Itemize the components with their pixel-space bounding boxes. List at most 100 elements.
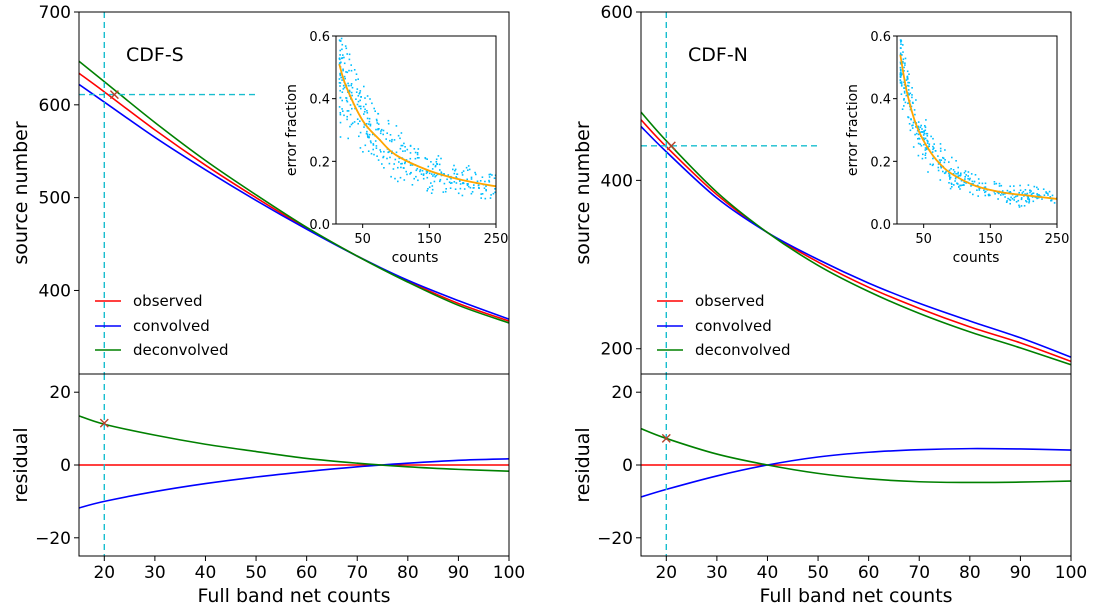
scatter-point bbox=[922, 153, 924, 156]
x-tick-label: 100 bbox=[1055, 563, 1087, 583]
scatter-point bbox=[382, 156, 384, 159]
scatter-point bbox=[1010, 196, 1012, 199]
x-tick-label: 40 bbox=[757, 563, 779, 583]
scatter-point bbox=[357, 78, 359, 80]
scatter-point bbox=[900, 47, 902, 49]
scatter-point bbox=[911, 94, 913, 96]
scatter-point bbox=[400, 144, 403, 147]
scatter-point bbox=[432, 175, 434, 177]
scatter-point bbox=[389, 156, 391, 159]
scatter-point bbox=[489, 197, 492, 199]
scatter-point bbox=[346, 110, 349, 112]
scatter-point bbox=[926, 132, 929, 135]
scatter-point bbox=[1015, 201, 1018, 203]
y-axis-label: source number bbox=[10, 121, 32, 264]
scatter-point bbox=[900, 93, 903, 95]
scatter-point bbox=[970, 173, 973, 175]
scatter-point bbox=[1009, 185, 1011, 188]
scatter-point bbox=[431, 185, 434, 187]
scatter-point bbox=[416, 157, 419, 159]
scatter-point bbox=[434, 165, 437, 168]
scatter-point bbox=[939, 150, 942, 152]
scatter-point bbox=[386, 157, 388, 160]
scatter-point bbox=[339, 97, 342, 99]
scatter-point bbox=[964, 178, 966, 180]
scatter-point bbox=[470, 178, 473, 180]
scatter-point bbox=[923, 132, 926, 135]
scatter-point bbox=[434, 164, 437, 167]
scatter-point bbox=[366, 117, 369, 120]
scatter-point bbox=[387, 122, 390, 125]
scatter-point bbox=[425, 170, 428, 172]
scatter-point bbox=[960, 172, 962, 175]
scatter-point bbox=[427, 188, 429, 190]
scatter-point bbox=[422, 174, 425, 176]
scatter-point bbox=[380, 128, 383, 131]
scatter-point bbox=[944, 172, 947, 174]
scatter-point bbox=[942, 156, 944, 159]
scatter-point bbox=[924, 152, 927, 155]
scatter-point bbox=[355, 73, 358, 75]
scatter-point bbox=[473, 184, 475, 186]
scatter-point bbox=[422, 173, 425, 175]
scatter-point bbox=[466, 178, 468, 181]
scatter-point bbox=[923, 130, 925, 132]
scatter-point bbox=[392, 168, 395, 170]
scatter-point bbox=[1005, 201, 1008, 203]
scatter-point bbox=[351, 107, 353, 110]
scatter-point bbox=[375, 145, 378, 147]
scatter-point bbox=[345, 99, 348, 102]
scatter-point bbox=[902, 44, 904, 46]
inset-y-tick-label: 0.2 bbox=[309, 155, 330, 170]
scatter-point bbox=[393, 163, 395, 165]
scatter-point bbox=[914, 113, 916, 116]
residual-y-tick-label: 0 bbox=[60, 456, 71, 476]
scatter-point bbox=[455, 182, 458, 184]
scatter-point bbox=[390, 140, 393, 143]
scatter-point bbox=[349, 125, 351, 128]
scatter-point bbox=[915, 132, 918, 135]
scatter-point bbox=[343, 114, 345, 117]
scatter-point bbox=[439, 169, 441, 171]
scatter-point bbox=[366, 112, 369, 114]
scatter-point bbox=[348, 89, 351, 92]
scatter-point bbox=[382, 133, 384, 136]
scatter-point bbox=[914, 133, 916, 136]
scatter-point bbox=[915, 99, 917, 101]
scatter-point bbox=[900, 33, 902, 35]
inset-x-axis-label: counts bbox=[953, 250, 1000, 266]
scatter-point bbox=[993, 183, 996, 185]
residual-y-axis-label: residual bbox=[572, 427, 594, 502]
scatter-point bbox=[370, 141, 372, 144]
scatter-point bbox=[909, 92, 912, 95]
inset-y-tick-label: 0.6 bbox=[870, 30, 891, 45]
scatter-point bbox=[910, 118, 912, 121]
scatter-point bbox=[907, 89, 910, 91]
scatter-point bbox=[435, 161, 438, 163]
scatter-point bbox=[348, 69, 350, 72]
marker-stroke bbox=[666, 141, 676, 151]
residual-plot-area bbox=[641, 374, 1071, 556]
scatter-point bbox=[917, 121, 920, 123]
y-tick-label: 400 bbox=[39, 281, 71, 301]
scatter-point bbox=[957, 171, 959, 174]
scatter-point bbox=[400, 132, 403, 134]
scatter-point bbox=[968, 179, 971, 181]
scatter-point bbox=[405, 159, 408, 161]
scatter-point bbox=[397, 134, 400, 137]
residual-y-tick-label: 20 bbox=[611, 383, 633, 403]
scatter-point bbox=[413, 177, 415, 180]
scatter-point bbox=[1047, 192, 1049, 195]
scatter-point bbox=[491, 174, 493, 176]
scatter-point bbox=[364, 97, 366, 99]
scatter-point bbox=[983, 186, 986, 189]
scatter-point bbox=[359, 147, 362, 149]
scatter-point bbox=[360, 107, 362, 110]
scatter-point bbox=[997, 198, 999, 200]
scatter-point bbox=[433, 173, 435, 176]
scatter-point bbox=[345, 47, 348, 50]
scatter-point bbox=[356, 118, 359, 120]
scatter-point bbox=[1003, 193, 1005, 195]
scatter-point bbox=[368, 117, 371, 120]
scatter-point bbox=[1027, 198, 1029, 200]
